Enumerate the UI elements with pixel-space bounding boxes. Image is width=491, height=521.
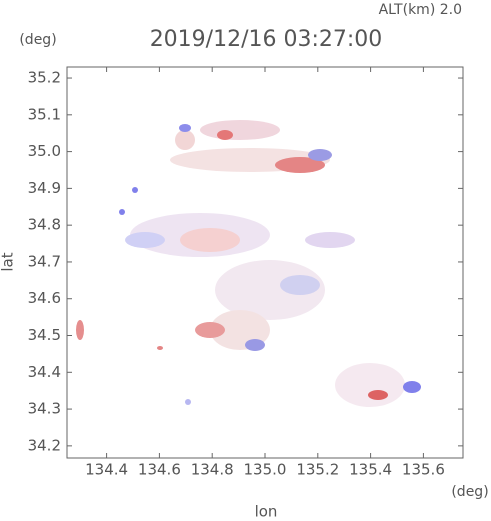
x-axis-label: lon bbox=[255, 503, 278, 521]
chart-title: 2019/12/16 03:27:00 bbox=[150, 27, 383, 52]
x-tick-label: 134.8 bbox=[191, 461, 234, 479]
x-tick-label: 135.6 bbox=[402, 461, 445, 479]
y-axis-label: lat bbox=[0, 252, 17, 271]
y-tick-label: 34.3 bbox=[28, 400, 61, 418]
y-tick-label: 34.9 bbox=[28, 179, 61, 197]
y-tick-label: 34.8 bbox=[28, 216, 61, 234]
echo-field bbox=[76, 120, 421, 407]
y-tick-label: 34.4 bbox=[28, 363, 61, 381]
y-tick-label: 34.7 bbox=[28, 252, 61, 270]
y-tick-label: 35.1 bbox=[28, 105, 61, 123]
y-tick-label: 34.6 bbox=[28, 289, 61, 307]
altitude-label: ALT(km) 2.0 bbox=[379, 2, 462, 18]
x-tick-label: 135.2 bbox=[296, 461, 339, 479]
x-tick-label: 135.4 bbox=[349, 461, 392, 479]
y-tick-label: 34.5 bbox=[28, 326, 61, 344]
x-tick-label: 134.6 bbox=[138, 461, 181, 479]
y-tick-label: 35.0 bbox=[28, 142, 61, 160]
x-unit: (deg) bbox=[451, 484, 488, 500]
x-tick-label: 134.4 bbox=[85, 461, 128, 479]
y-tick-label: 35.2 bbox=[28, 69, 61, 87]
y-tick-label: 34.2 bbox=[28, 436, 61, 454]
x-tick-label: 135.0 bbox=[244, 461, 287, 479]
y-unit: (deg) bbox=[19, 32, 56, 48]
